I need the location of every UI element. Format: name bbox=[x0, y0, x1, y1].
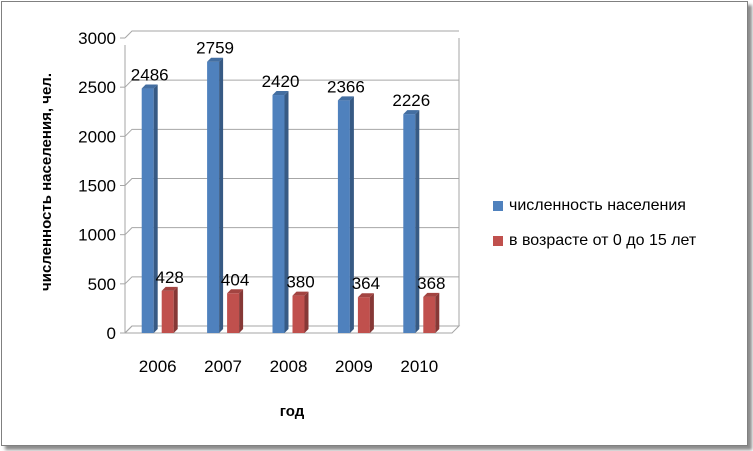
bar-population-front bbox=[272, 95, 285, 334]
bar-children-side bbox=[304, 291, 309, 333]
gridline bbox=[124, 30, 459, 39]
x-tick-label: 2006 bbox=[139, 357, 177, 376]
x-axis-title: год bbox=[280, 403, 305, 420]
y-axis-title: численность населения, чел. bbox=[38, 73, 55, 291]
bar-children bbox=[161, 286, 178, 333]
y-tick-label: 3000 bbox=[78, 29, 116, 48]
y-tick-label: 2000 bbox=[78, 127, 116, 146]
bar-children-top bbox=[227, 289, 244, 294]
data-labels: 2486 428 2759 404 2420 380 2366 364 2226 368 bbox=[131, 39, 446, 294]
bar-population-top bbox=[272, 91, 289, 96]
bar-population-side bbox=[284, 91, 289, 334]
data-label: 364 bbox=[352, 274, 380, 293]
bar-children-front bbox=[161, 290, 174, 333]
legend-label-children: в возрасте от 0 до 15 лет bbox=[509, 232, 697, 249]
bar-children bbox=[423, 292, 440, 333]
bar-population-top bbox=[337, 96, 354, 101]
bar-children-front bbox=[227, 293, 240, 333]
y-tick-label: 0 bbox=[107, 324, 116, 343]
bar-children-front bbox=[292, 295, 305, 333]
bar-children-side bbox=[435, 292, 440, 333]
bar-population bbox=[403, 110, 420, 333]
bar-children-side bbox=[369, 293, 374, 333]
bar-children bbox=[357, 293, 374, 333]
bar-population-side bbox=[349, 96, 354, 334]
legend-label-population: численность населения bbox=[509, 197, 686, 214]
bar-population bbox=[337, 96, 354, 334]
y-tick-label: 1500 bbox=[78, 177, 116, 196]
bar-population-front bbox=[337, 100, 350, 334]
legend-swatch-children bbox=[493, 236, 503, 246]
legend: численность населения в возрасте от 0 до… bbox=[493, 195, 696, 265]
bars bbox=[141, 57, 440, 334]
bar-children-top bbox=[357, 293, 374, 298]
y-tick-label: 500 bbox=[88, 275, 116, 294]
bar-population bbox=[207, 57, 224, 333]
bar-children-front bbox=[423, 296, 436, 333]
x-tick-label: 2009 bbox=[335, 357, 373, 376]
bar-children-top bbox=[423, 292, 440, 297]
bar-population-side bbox=[153, 84, 158, 333]
bar-population-top bbox=[403, 110, 420, 115]
data-label: 428 bbox=[156, 268, 184, 287]
y-tick-label: 1000 bbox=[78, 226, 116, 245]
bar-children-side bbox=[239, 289, 244, 333]
bar-population-top bbox=[207, 57, 224, 62]
bar-population-side bbox=[415, 110, 420, 333]
x-tick-label: 2008 bbox=[270, 357, 308, 376]
bar-children-top bbox=[292, 291, 309, 296]
legend-swatch-population bbox=[493, 201, 503, 211]
bar-population-side bbox=[219, 57, 224, 333]
data-label: 380 bbox=[286, 273, 314, 292]
x-tick-labels: 2006 2007 2008 2009 2010 bbox=[139, 357, 438, 376]
bar-children bbox=[292, 291, 309, 333]
bar-population-front bbox=[403, 114, 416, 333]
legend-item-population: численность населения bbox=[493, 195, 696, 217]
bar-population-front bbox=[141, 88, 154, 333]
x-tick-label: 2007 bbox=[204, 357, 242, 376]
data-label: 2759 bbox=[196, 39, 234, 58]
legend-item-children: в возрасте от 0 до 15 лет bbox=[493, 230, 696, 252]
bar-children-side bbox=[173, 286, 178, 333]
gridline bbox=[124, 79, 459, 88]
bar-children-top bbox=[161, 286, 178, 291]
data-label: 368 bbox=[417, 274, 445, 293]
data-label: 2366 bbox=[327, 77, 365, 96]
bar-children-front bbox=[357, 297, 370, 333]
x-tick-label: 2010 bbox=[400, 357, 438, 376]
bar-population-top bbox=[141, 84, 158, 89]
data-label: 2226 bbox=[392, 91, 430, 110]
bar-population bbox=[272, 91, 289, 334]
bar-population-front bbox=[207, 61, 220, 333]
y-tick-labels: 0 500 1000 1500 2000 2500 3000 bbox=[78, 29, 116, 343]
bar-population bbox=[141, 84, 158, 333]
data-label: 404 bbox=[221, 270, 249, 289]
y-tick-label: 2500 bbox=[78, 78, 116, 97]
data-label: 2486 bbox=[131, 66, 169, 85]
bar-children bbox=[227, 289, 244, 333]
data-label: 2420 bbox=[262, 72, 300, 91]
